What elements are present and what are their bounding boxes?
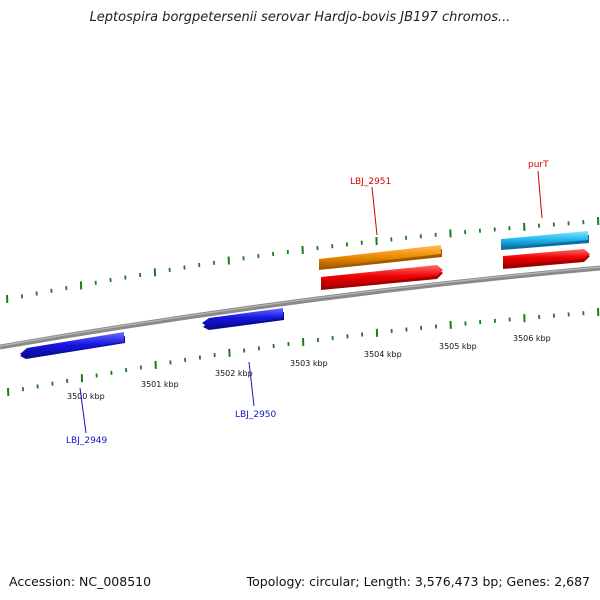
leader-purT <box>537 170 543 219</box>
ruler-label: 3502 kbp <box>215 369 253 378</box>
ruler-label: 3500 kbp <box>67 392 105 401</box>
feature-cyan[interactable] <box>501 231 589 250</box>
gene-label-LBJ_2949[interactable]: LBJ_2949 <box>66 436 108 446</box>
leader-LBJ_2950 <box>248 361 255 407</box>
gene-purT[interactable] <box>503 249 590 269</box>
gene-LBJ_2950[interactable] <box>202 308 284 330</box>
ruler-label: 3501 kbp <box>141 380 179 389</box>
gene-LBJ_2949[interactable] <box>20 332 125 359</box>
gene-label-LBJ_2950[interactable]: LBJ_2950 <box>235 410 277 420</box>
genome-summary-text: Topology: circular; Length: 3,576,473 bp… <box>246 574 590 589</box>
ruler-label: 3506 kbp <box>513 334 551 343</box>
ruler-label: 3505 kbp <box>439 342 477 351</box>
chromosome-backbone <box>0 265 600 350</box>
gene-LBJ_2951[interactable] <box>321 265 443 290</box>
gene-label-purT[interactable]: purT <box>528 160 549 170</box>
feature-orange[interactable] <box>319 245 442 270</box>
gene-label-LBJ_2951[interactable]: LBJ_2951 <box>350 177 391 187</box>
leader-LBJ_2951 <box>371 186 378 236</box>
outer-tick-row <box>6 216 600 304</box>
ruler-label: 3503 kbp <box>290 359 328 368</box>
map-title: Leptospira borgpetersenii serovar Hardjo… <box>89 10 511 25</box>
inner-tick-row <box>7 307 600 397</box>
accession-text: Accession: NC_008510 <box>9 574 152 589</box>
ruler-label: 3504 kbp <box>364 350 402 359</box>
ruler-labels: 3500 kbp 3501 kbp 3502 kbp 3503 kbp 3504… <box>67 334 551 401</box>
leader-LBJ_2949 <box>79 387 87 434</box>
